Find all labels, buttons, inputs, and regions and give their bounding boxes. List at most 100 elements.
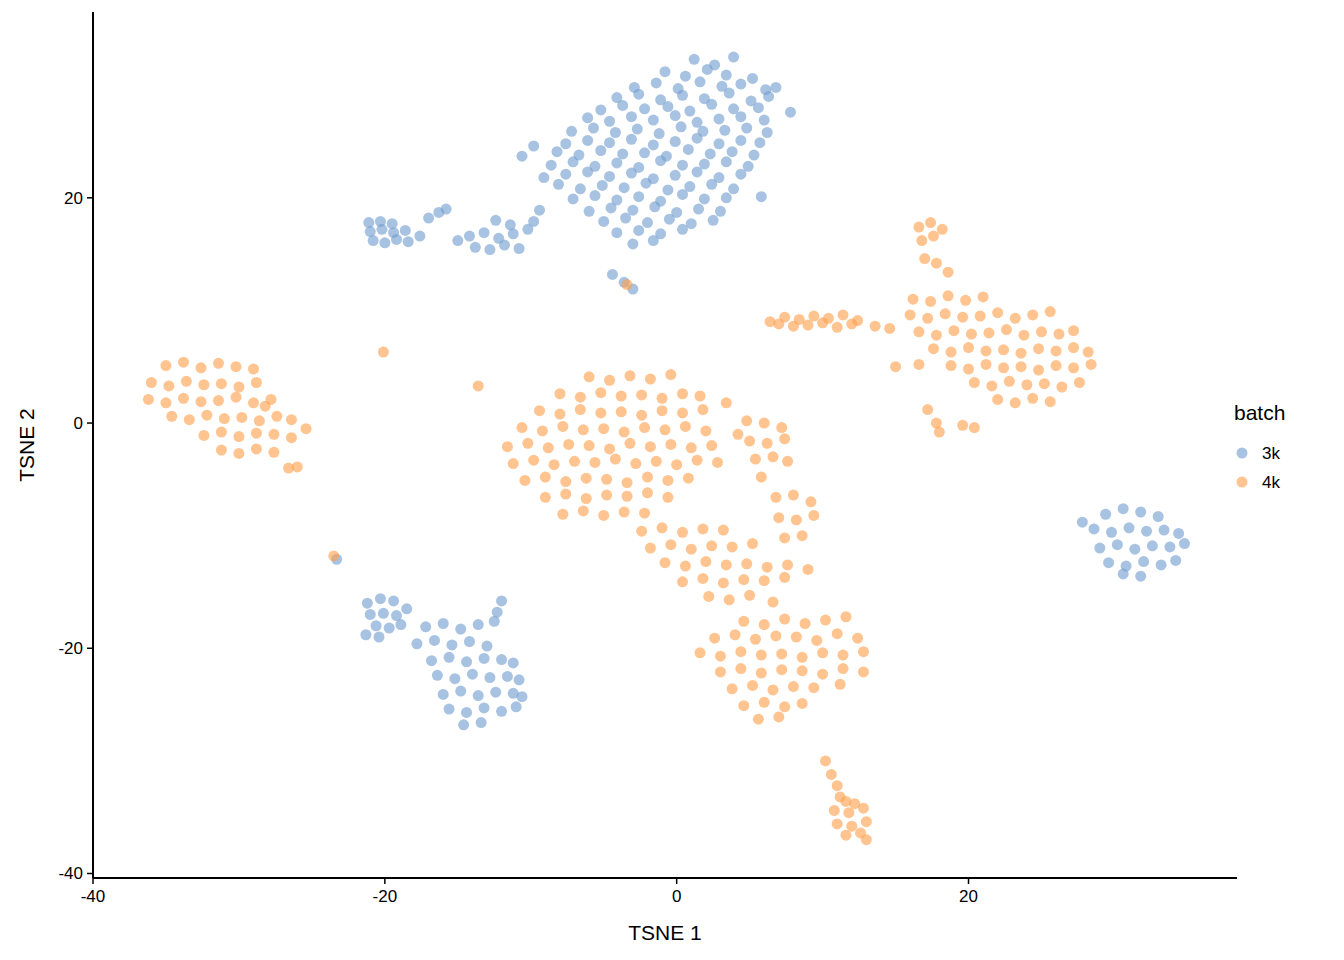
point: [598, 216, 609, 227]
point: [779, 433, 790, 444]
point: [1179, 538, 1190, 549]
point: [1010, 397, 1021, 408]
point: [195, 396, 206, 407]
point: [388, 595, 399, 606]
point: [925, 296, 936, 307]
point: [840, 611, 851, 622]
point: [779, 572, 790, 583]
point: [998, 344, 1009, 355]
point: [178, 393, 189, 404]
point: [375, 593, 386, 604]
point: [636, 389, 647, 400]
point: [817, 647, 828, 658]
point: [633, 225, 644, 236]
point: [805, 496, 816, 507]
point: [738, 616, 749, 627]
point: [735, 135, 746, 146]
point: [584, 206, 595, 217]
point: [543, 442, 554, 453]
point: [560, 476, 571, 487]
point: [505, 219, 516, 230]
point: [626, 168, 637, 179]
point: [753, 102, 764, 113]
point: [683, 144, 694, 155]
point: [528, 141, 539, 152]
point: [1010, 313, 1021, 324]
point: [438, 618, 449, 629]
point: [797, 652, 808, 663]
point: [528, 455, 539, 466]
point: [568, 193, 579, 204]
point: [1068, 342, 1079, 353]
points: [143, 52, 1190, 846]
point: [1138, 556, 1149, 567]
point: [502, 441, 513, 452]
point: [236, 412, 247, 423]
point: [508, 657, 519, 668]
point: [702, 64, 713, 75]
point: [568, 156, 579, 167]
point: [1106, 527, 1117, 538]
point: [365, 609, 376, 620]
point: [233, 382, 244, 393]
point: [617, 100, 628, 111]
point: [444, 652, 455, 663]
point: [233, 448, 244, 459]
point: [960, 295, 971, 306]
point: [788, 681, 799, 692]
point: [773, 512, 784, 523]
point: [665, 539, 676, 550]
point: [665, 439, 676, 450]
point: [738, 700, 749, 711]
point: [1156, 559, 1167, 570]
point: [785, 107, 796, 118]
point: [756, 668, 767, 679]
point: [622, 491, 633, 502]
point: [611, 157, 622, 168]
point: [611, 227, 622, 238]
point: [604, 443, 615, 454]
point: [721, 397, 732, 408]
point: [715, 666, 726, 677]
point: [712, 457, 723, 468]
point: [566, 126, 577, 137]
point: [426, 655, 437, 666]
y-tick-label: -40: [58, 864, 83, 883]
point: [677, 388, 688, 399]
point: [826, 769, 837, 780]
point: [581, 473, 592, 484]
point: [657, 405, 668, 416]
point: [660, 424, 671, 435]
point: [846, 318, 857, 329]
point: [735, 79, 746, 90]
point: [624, 438, 635, 449]
point: [604, 116, 615, 127]
point: [838, 650, 849, 661]
point: [846, 821, 857, 832]
point: [749, 150, 760, 161]
point: [639, 508, 650, 519]
point: [677, 90, 688, 101]
point: [184, 414, 195, 425]
point: [680, 561, 691, 572]
point: [1051, 345, 1062, 356]
point: [770, 492, 781, 503]
point: [1077, 517, 1088, 528]
point: [697, 404, 708, 415]
point: [718, 525, 729, 536]
point: [626, 111, 637, 122]
legend-title: batch: [1234, 401, 1285, 424]
point: [538, 172, 549, 183]
point: [598, 510, 609, 521]
point: [735, 646, 746, 657]
point: [560, 138, 571, 149]
point: [706, 540, 717, 551]
point: [1141, 526, 1152, 537]
point: [549, 459, 560, 470]
point: [446, 639, 457, 650]
point: [414, 231, 425, 242]
point: [1033, 365, 1044, 376]
x-tick: [92, 878, 94, 884]
point: [840, 830, 851, 841]
point: [1016, 361, 1027, 372]
